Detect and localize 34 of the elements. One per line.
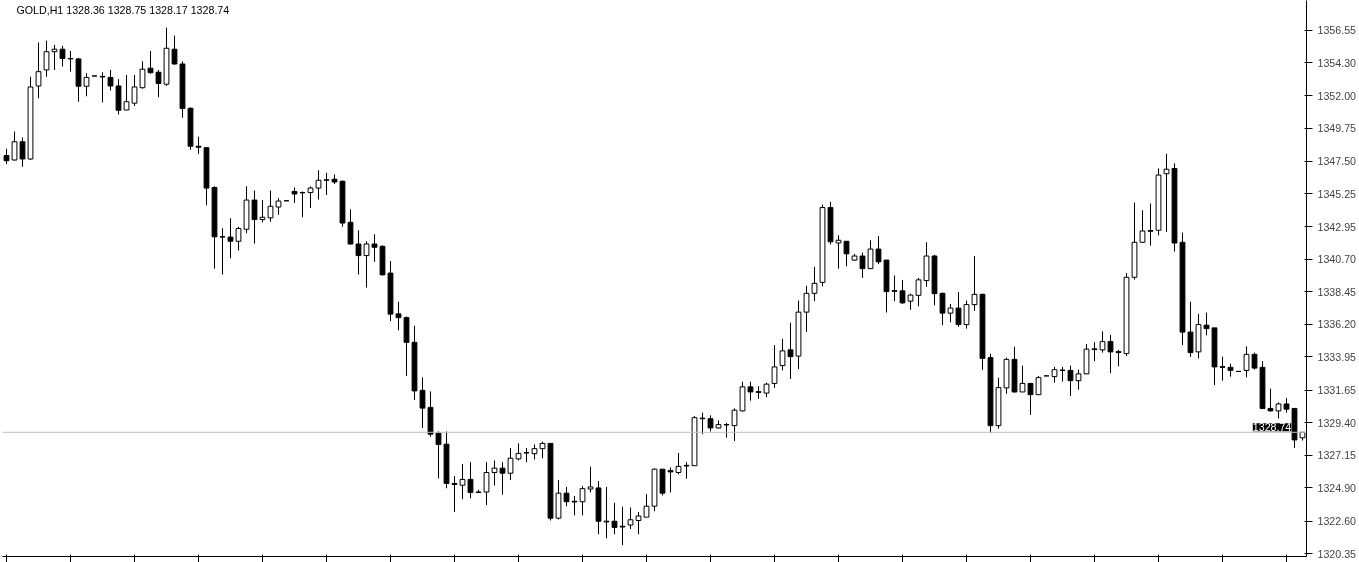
candlestick [43,40,50,78]
ref-line-label: 1328.74 [1252,421,1292,434]
candlestick [891,275,898,302]
y-tick-label: 1356.55 [1317,24,1357,37]
y-tick-label: 1336.20 [1317,318,1357,331]
candlestick [107,69,114,91]
y-tick-label: 1345.25 [1317,187,1357,200]
y-tick-label: 1329.40 [1317,416,1357,429]
y-tick-label: 1327.15 [1317,449,1357,462]
candlestick [1139,209,1146,244]
candlestick [1219,356,1226,382]
candlestick [803,285,810,333]
y-tick-label: 1354.30 [1317,56,1357,69]
y-tick-label: 1352.00 [1317,89,1357,102]
candlestick [811,266,818,302]
candlestick [771,344,778,389]
y-tick-label: 1333.95 [1317,350,1357,363]
candlestick [35,41,42,99]
candlestick [99,71,106,103]
y-tick-label: 1324.90 [1317,481,1357,494]
candlestick [395,301,402,331]
y-tick-label: 1338.45 [1317,285,1357,298]
chart-title: GOLD,H1 1328.36 1328.75 1328.17 1328.74 [16,3,230,16]
y-tick-label: 1349.75 [1317,122,1357,135]
candlestick [323,172,330,196]
candlestick [219,227,226,276]
y-tick-label: 1340.70 [1317,253,1357,266]
y-tick-label: 1331.65 [1317,384,1357,397]
candlestick [315,169,322,200]
candlestick [1147,203,1154,247]
y-tick-label: 1322.60 [1317,515,1357,528]
y-tick-label: 1320.35 [1317,547,1357,560]
y-tick-label: 1347.50 [1317,155,1357,168]
y-tick-label: 1342.95 [1317,220,1357,233]
